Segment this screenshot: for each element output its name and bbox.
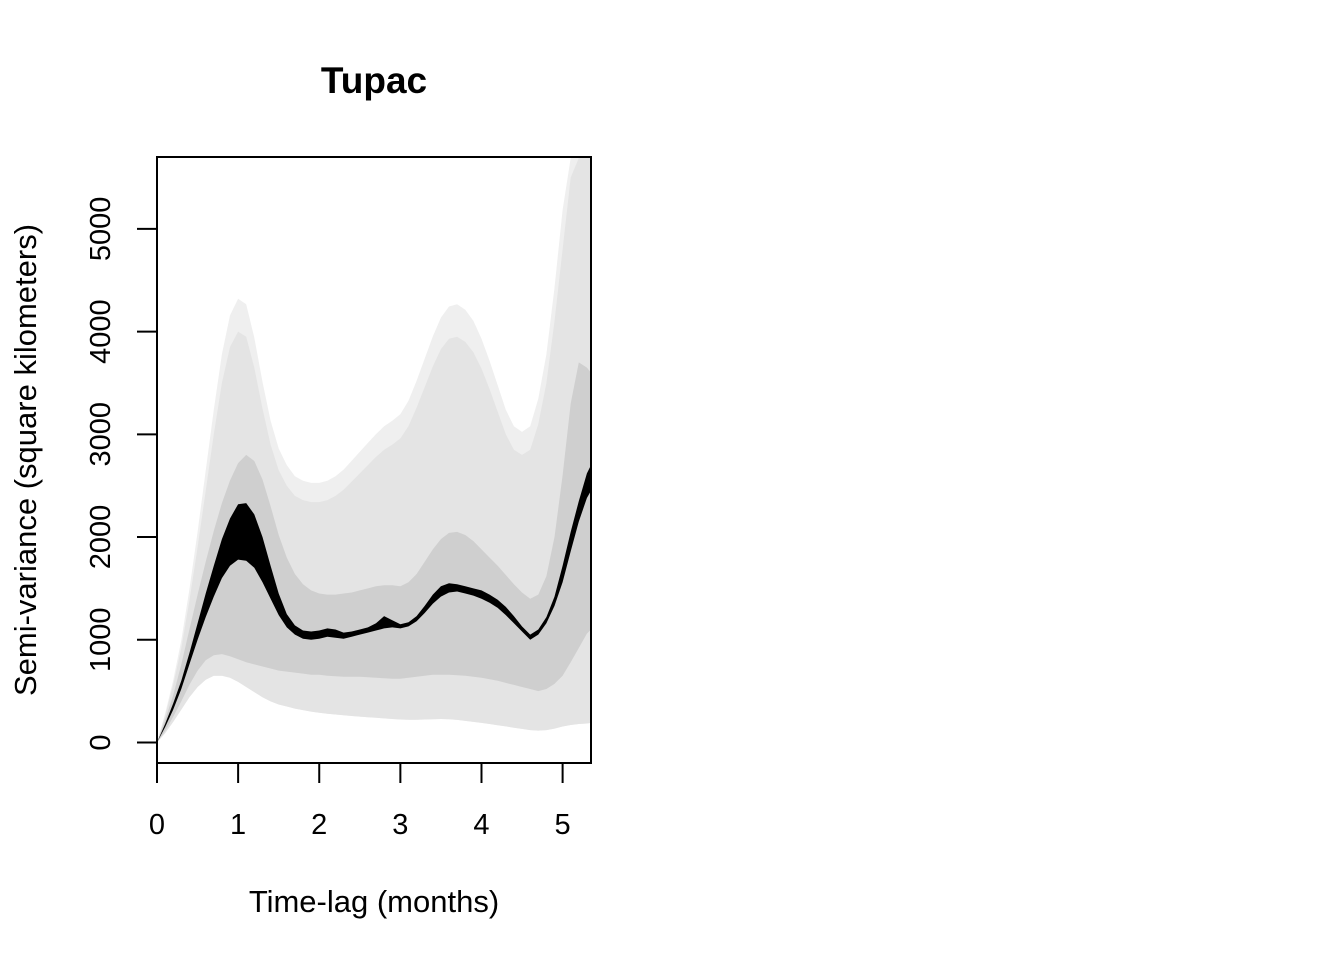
x-tick-label: 1 <box>230 809 246 841</box>
y-tick-label: 5000 <box>85 197 117 262</box>
y-axis: 0 1000 2000 3000 4000 5000 <box>85 197 158 751</box>
x-tick-label: 0 <box>149 809 165 841</box>
x-axis-label: Time-lag (months) <box>249 884 499 919</box>
x-tick-label: 5 <box>555 809 571 841</box>
y-tick-label: 1000 <box>85 607 117 672</box>
y-tick-label: 3000 <box>85 402 117 467</box>
x-tick-label: 2 <box>311 809 327 841</box>
x-tick-label: 4 <box>473 809 489 841</box>
chart-title: Tupac <box>321 60 427 101</box>
confidence-bands <box>157 158 591 743</box>
y-axis-label: Semi-variance (square kilometers) <box>8 224 43 696</box>
y-tick-label: 2000 <box>85 505 117 570</box>
ci-inner-band <box>157 362 591 743</box>
x-tick-label: 3 <box>392 809 408 841</box>
y-tick-label: 4000 <box>85 299 117 364</box>
y-tick-label: 0 <box>85 734 117 750</box>
x-axis: 0 1 2 3 4 5 <box>149 762 571 841</box>
